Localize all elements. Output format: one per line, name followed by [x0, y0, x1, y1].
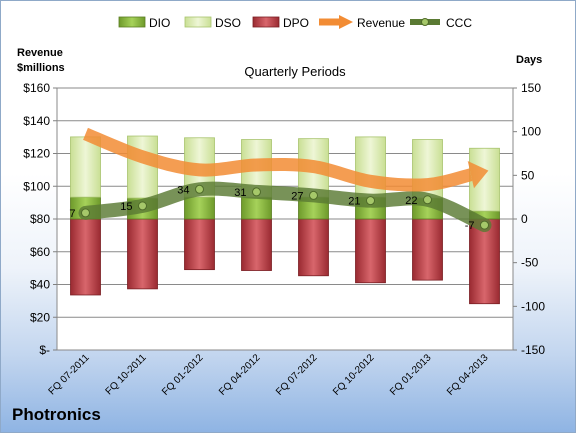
category-label: FQ 10-2011 [104, 352, 149, 397]
right-tick-label: -150 [521, 343, 545, 357]
right-tick-label: 50 [521, 168, 535, 182]
ccc-point [252, 187, 261, 197]
category-label: FQ 04-2012 [217, 352, 263, 398]
left-tick-label: $80 [30, 212, 50, 226]
dpo-bar [70, 218, 101, 296]
ccc-value-label: 31 [234, 187, 246, 199]
category-label: FQ 10-2012 [331, 352, 377, 398]
ccc-point [366, 196, 375, 206]
left-tick-label: $60 [30, 245, 50, 259]
category-label: FQ 01-2012 [160, 352, 206, 398]
left-tick-label: $20 [30, 310, 50, 324]
dpo-bar [298, 218, 329, 277]
ccc-value-label: 34 [177, 184, 189, 196]
right-axis-title: Days [516, 54, 542, 66]
legend-label-dio: DIO [149, 16, 170, 30]
ccc-value-label: 27 [291, 190, 303, 202]
legend-label-dso: DSO [215, 16, 241, 30]
plot-title: Quarterly Periods [244, 64, 346, 79]
dio-bar [184, 196, 215, 220]
legend-label-dpo: DPO [283, 16, 309, 30]
ccc-point [480, 220, 489, 230]
left-axis-title-line1: Revenue [17, 47, 63, 59]
left-tick-label: $120 [23, 147, 50, 161]
left-tick-label: $- [39, 343, 50, 357]
dpo-bar [184, 218, 215, 271]
ccc-value-label: 7 [69, 208, 75, 220]
dso-bar [127, 135, 158, 199]
ccc-point [423, 195, 432, 205]
category-label: FQ 01-2013 [388, 352, 434, 398]
right-tick-label: -50 [521, 256, 539, 270]
ccc-point [81, 208, 90, 218]
legend-swatch-dso [184, 16, 212, 28]
right-tick-label: 0 [521, 212, 528, 226]
dpo-bar [469, 218, 500, 305]
legend-swatch-revenue-head [339, 15, 353, 29]
left-tick-label: $40 [30, 278, 50, 292]
ccc-point [309, 190, 318, 200]
dpo-bar [355, 218, 386, 284]
legend-swatch-dio [118, 16, 146, 28]
company-name: Photronics [12, 405, 101, 424]
right-tick-label: 150 [521, 81, 541, 95]
dpo-bar [241, 218, 272, 271]
legend-swatch-dpo [252, 16, 280, 28]
left-tick-label: $140 [23, 114, 50, 128]
left-axis-title-line2: $millions [17, 62, 65, 74]
ccc-point [195, 184, 204, 194]
left-tick-label: $160 [23, 81, 50, 95]
ccc-value-label: 15 [120, 201, 132, 213]
dio-bar [241, 196, 272, 220]
ccc-value-label: 22 [405, 195, 417, 207]
dpo-bar [127, 218, 158, 290]
category-label: FQ 07-2011 [47, 352, 92, 397]
legend-swatch-ccc-marker [421, 18, 429, 26]
category-label: FQ 07-2012 [274, 352, 320, 398]
right-tick-label: 100 [521, 125, 541, 139]
legend-label-revenue: Revenue [357, 16, 405, 30]
dso-bar [70, 136, 101, 198]
ccc-point [138, 201, 147, 211]
category-label: FQ 04-2013 [445, 352, 491, 398]
legend-label-ccc: CCC [446, 16, 472, 30]
right-tick-label: -100 [521, 299, 545, 313]
ccc-line [78, 181, 492, 233]
ccc-value-label: 21 [348, 196, 360, 208]
revenue-arrowhead [467, 161, 489, 189]
left-tick-label: $100 [23, 179, 50, 193]
dpo-bar [412, 218, 443, 281]
revenue-line [83, 127, 473, 192]
ccc-value-label: -7 [465, 220, 475, 232]
